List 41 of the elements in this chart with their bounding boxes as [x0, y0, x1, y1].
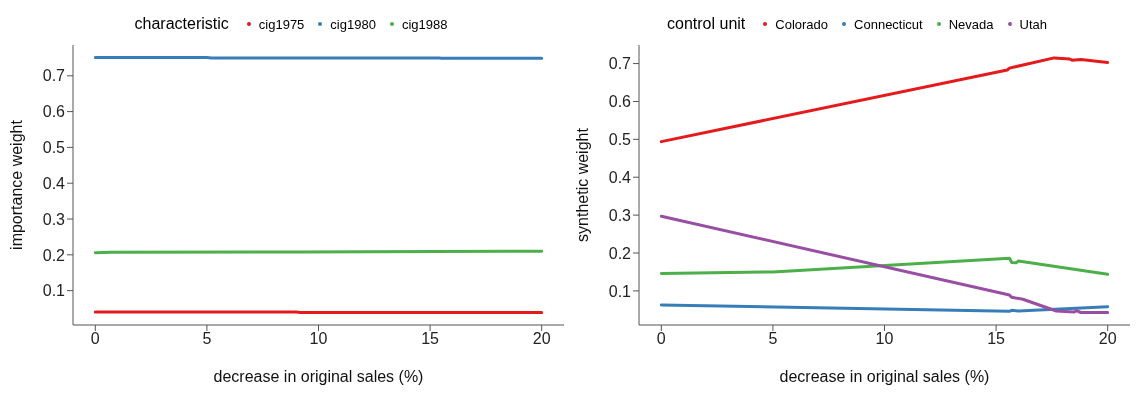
- line-series: [659, 214, 1110, 314]
- legend-label: cig1980: [329, 16, 376, 32]
- x-tick-label: 15: [421, 330, 440, 348]
- x-tick-label: 10: [309, 330, 328, 348]
- y-tick-label: 0.4: [42, 174, 66, 192]
- x-tick-label: 5: [202, 330, 212, 348]
- y-tick-label: 0.3: [608, 206, 632, 224]
- x-tick-label: 10: [875, 330, 894, 348]
- y-tick-label: 0.7: [42, 67, 66, 85]
- line-series: [659, 256, 1110, 276]
- y-tick-label: 0.2: [608, 244, 632, 262]
- y-tick-label: 0.3: [42, 210, 66, 228]
- x-tick-label: 15: [987, 330, 1006, 348]
- x-tick-label: 20: [532, 330, 551, 348]
- y-tick-label: 0.7: [608, 55, 632, 73]
- line-series: [659, 56, 1110, 144]
- y-tick-label: 0.5: [42, 139, 66, 157]
- legend-label: Utah: [1018, 16, 1047, 32]
- x-axis-title: decrease in original sales (%): [213, 368, 424, 385]
- legend-title: control unit: [667, 15, 746, 33]
- x-axis-title: decrease in original sales (%): [779, 368, 990, 385]
- line-series: [659, 303, 1110, 313]
- y-tick-label: 0.5: [608, 131, 632, 149]
- y-tick-label: 0.1: [608, 282, 632, 300]
- y-axis-title: importance weight: [7, 119, 25, 250]
- x-tick-label: 20: [1098, 330, 1117, 348]
- x-tick-label: 5: [768, 330, 778, 348]
- y-tick-label: 0.4: [608, 168, 632, 186]
- y-tick-label: 0.1: [42, 282, 66, 300]
- legend-label: Colorado: [774, 16, 829, 32]
- x-tick-label: 0: [90, 330, 100, 348]
- legend-label: cig1975: [257, 16, 305, 32]
- y-tick-label: 0.6: [42, 103, 66, 121]
- legend-label: Connecticut: [853, 16, 923, 32]
- legend-label: cig1988: [400, 16, 448, 32]
- x-tick-label: 0: [656, 330, 666, 348]
- y-axis-title: synthetic weight: [573, 127, 591, 242]
- legend-title: characteristic: [134, 15, 229, 33]
- legend-label: Nevada: [947, 16, 994, 32]
- y-tick-label: 0.6: [608, 93, 632, 111]
- y-tick-label: 0.2: [42, 246, 66, 264]
